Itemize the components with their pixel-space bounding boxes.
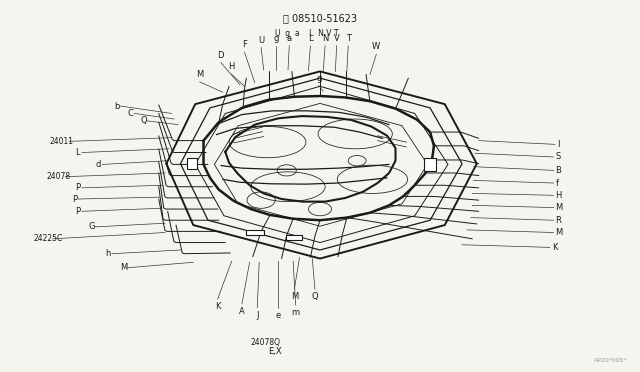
Text: J: J	[256, 311, 259, 320]
Text: Q: Q	[141, 116, 147, 125]
Text: N: N	[322, 34, 328, 43]
Text: f: f	[556, 179, 559, 187]
Text: 24078: 24078	[46, 172, 70, 181]
Text: P: P	[72, 195, 77, 203]
Text: g: g	[316, 74, 321, 83]
Text: S: S	[556, 153, 561, 161]
Text: U: U	[258, 36, 264, 45]
Text: Q: Q	[312, 292, 318, 301]
Text: g: g	[274, 34, 279, 43]
FancyBboxPatch shape	[287, 235, 303, 240]
Text: I: I	[557, 140, 559, 149]
Text: T: T	[346, 34, 351, 43]
Text: 24078Q: 24078Q	[251, 338, 280, 347]
Text: P: P	[76, 183, 81, 192]
Text: D: D	[218, 51, 224, 60]
Text: K: K	[552, 243, 557, 252]
Text: H: H	[556, 191, 562, 200]
Text: U  g  a    L  N V T: U g a L N V T	[275, 29, 339, 38]
Text: L: L	[76, 148, 80, 157]
Text: W: W	[372, 42, 380, 51]
Text: 24225C: 24225C	[33, 234, 63, 243]
Text: e: e	[276, 311, 281, 320]
Text: M: M	[120, 263, 127, 272]
Text: h: h	[106, 249, 111, 258]
Text: Ⓢ 08510-51623: Ⓢ 08510-51623	[283, 14, 357, 23]
Text: m: m	[292, 308, 300, 317]
FancyBboxPatch shape	[424, 158, 436, 171]
FancyBboxPatch shape	[187, 158, 197, 169]
Text: H: H	[228, 62, 235, 71]
Text: R: R	[556, 216, 561, 225]
Text: AP20*005*: AP20*005*	[593, 358, 627, 363]
Text: 24011: 24011	[50, 137, 74, 146]
Text: E,X: E,X	[268, 347, 282, 356]
Text: G: G	[88, 222, 95, 231]
Text: M: M	[196, 70, 204, 79]
Text: a: a	[287, 34, 292, 43]
FancyBboxPatch shape	[246, 230, 264, 235]
Text: d: d	[96, 160, 101, 169]
Text: L: L	[308, 34, 313, 43]
Text: V: V	[334, 34, 339, 43]
Text: P: P	[76, 207, 81, 216]
Text: C: C	[128, 109, 134, 118]
Text: A: A	[239, 307, 244, 316]
Text: K: K	[215, 302, 220, 311]
Text: F: F	[242, 40, 247, 49]
Text: M: M	[291, 292, 298, 301]
Text: B: B	[556, 166, 561, 175]
Text: b: b	[114, 102, 119, 110]
Text: M: M	[556, 203, 563, 212]
Text: M: M	[556, 228, 563, 237]
